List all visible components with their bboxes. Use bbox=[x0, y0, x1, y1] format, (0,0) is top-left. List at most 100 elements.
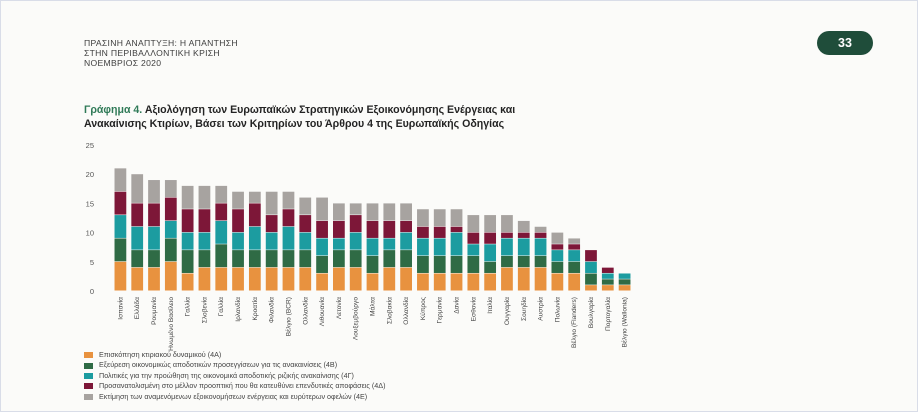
bar-segment-16-series-2 bbox=[366, 255, 379, 273]
bar-segment-24-series-3 bbox=[501, 238, 513, 256]
bar-segment-31-series-1 bbox=[618, 285, 631, 291]
bar-segment-18-series-2 bbox=[400, 250, 412, 268]
chart-title: Γράφημα 4. Αξιολόγηση των Ευρωπαϊκών Στρ… bbox=[84, 103, 515, 131]
bar-segment-3-series-4 bbox=[148, 203, 160, 227]
bar-segment-9-series-5 bbox=[248, 191, 261, 203]
bar-segment-28-series-1 bbox=[568, 273, 581, 291]
bar-segment-6-series-3 bbox=[198, 232, 211, 250]
legend-item-4a: Επισκόπηση κτιριακού δυναμικού (4Α) bbox=[84, 350, 385, 360]
category-label: Βέλγιο (Wallonia) bbox=[621, 297, 629, 347]
bar-segment-28-series-3 bbox=[568, 250, 581, 262]
bar-segment-11-series-3 bbox=[282, 226, 295, 250]
category-label: Βέλγιο (Flanders) bbox=[570, 297, 578, 348]
bar-segment-7-series-4 bbox=[215, 203, 228, 221]
bar-segment-12-series-3 bbox=[299, 232, 312, 250]
bar-segment-27-series-5 bbox=[551, 232, 564, 244]
bar-segment-20-series-1 bbox=[433, 273, 446, 291]
bar-segment-21-series-4 bbox=[450, 226, 463, 233]
bar-segment-7-series-5 bbox=[215, 185, 228, 203]
bar-segment-13-series-5 bbox=[316, 197, 328, 221]
bar-segment-1-series-3 bbox=[114, 215, 127, 238]
legend-item-4d: Προσανατολισμένη στο μέλλον προοπτική πο… bbox=[84, 381, 385, 391]
bar-segment-27-series-4 bbox=[551, 244, 564, 250]
bar-segment-23-series-4 bbox=[484, 232, 497, 244]
bar-segment-27-series-1 bbox=[551, 273, 564, 291]
bar-segment-11-series-5 bbox=[282, 191, 295, 209]
category-label: Γαλλία bbox=[184, 297, 192, 317]
bar-segment-4-series-3 bbox=[164, 220, 177, 238]
category-label: Σλοβενία bbox=[200, 297, 208, 323]
chart-title-line-2: Ανακαίνισης Κτιρίων, Βάσει των Κριτηρίων… bbox=[84, 118, 505, 130]
bar-segment-5-series-4 bbox=[181, 209, 194, 233]
bar-segment-28-series-4 bbox=[568, 244, 581, 250]
bar-segment-4-series-1 bbox=[164, 261, 177, 291]
bar-segment-8-series-3 bbox=[232, 232, 244, 250]
category-label: Λιθουανία bbox=[318, 297, 326, 326]
bar-segment-3-series-3 bbox=[148, 226, 160, 250]
category-label: Ελλάδα bbox=[133, 297, 141, 319]
legend-label-4b: Εξεύρεση οικονομικώς αποδοτικών προσεγγί… bbox=[99, 360, 338, 370]
bar-segment-24-series-5 bbox=[501, 215, 513, 233]
bar-segment-17-series-5 bbox=[383, 203, 396, 221]
bar-segment-12-series-5 bbox=[299, 197, 312, 215]
bar-segment-19-series-1 bbox=[417, 273, 429, 291]
bar-segment-25-series-5 bbox=[517, 220, 530, 233]
bar-segment-30-series-3 bbox=[601, 273, 614, 279]
bar-segment-3-series-5 bbox=[148, 180, 160, 203]
category-label: Βουλγαρία bbox=[587, 297, 595, 328]
bar-segment-22-series-5 bbox=[467, 215, 480, 233]
bar-segment-30-series-2 bbox=[601, 279, 614, 285]
bar-segment-13-series-4 bbox=[316, 220, 328, 238]
bar-segment-29-series-4 bbox=[585, 250, 597, 262]
bar-segment-16-series-3 bbox=[366, 238, 379, 256]
bar-segment-16-series-4 bbox=[366, 220, 379, 238]
bar-segment-1-series-4 bbox=[114, 191, 127, 215]
bar-segment-18-series-5 bbox=[400, 203, 412, 221]
bar-segment-4-series-2 bbox=[164, 238, 177, 262]
bar-segment-15-series-2 bbox=[349, 250, 362, 268]
bar-segment-24-series-4 bbox=[501, 232, 513, 238]
bar-segment-6-series-5 bbox=[198, 185, 211, 209]
legend-label-4g: Πολιτικές για την προώθηση της οικονομικ… bbox=[99, 370, 354, 380]
bar-segment-22-series-3 bbox=[467, 244, 480, 256]
bar-segment-26-series-5 bbox=[534, 226, 547, 233]
bar-segment-15-series-3 bbox=[349, 232, 362, 250]
y-tick-label: 5 bbox=[90, 258, 94, 267]
bar-segment-21-series-1 bbox=[450, 273, 463, 291]
bar-segment-27-series-3 bbox=[551, 250, 564, 262]
bar-segment-2-series-3 bbox=[131, 226, 144, 250]
bar-segment-10-series-5 bbox=[265, 191, 278, 215]
legend-item-4g: Πολιτικές για την προώθηση της οικονομικ… bbox=[84, 371, 385, 381]
category-label: Γαλλία bbox=[217, 297, 225, 317]
bar-segment-4-series-5 bbox=[164, 180, 177, 198]
bar-segment-2-series-2 bbox=[131, 250, 144, 268]
bar-segment-22-series-2 bbox=[467, 255, 480, 273]
bar-segment-14-series-4 bbox=[333, 220, 345, 238]
bar-segment-30-series-4 bbox=[601, 267, 614, 273]
bar-segment-23-series-3 bbox=[484, 244, 497, 262]
category-label: Ιρλανδία bbox=[234, 297, 242, 322]
page-number-badge: 33 bbox=[817, 31, 873, 55]
legend-swatch-4b bbox=[84, 362, 93, 369]
bar-segment-9-series-1 bbox=[248, 267, 261, 291]
y-tick-label: 20 bbox=[86, 170, 94, 179]
bar-segment-13-series-2 bbox=[316, 255, 328, 273]
y-tick-label: 25 bbox=[86, 141, 94, 150]
legend-swatch-4a bbox=[84, 352, 93, 359]
bar-segment-15-series-5 bbox=[349, 203, 362, 215]
bar-segment-21-series-2 bbox=[450, 255, 463, 273]
bar-segment-3-series-2 bbox=[148, 250, 160, 268]
y-tick-label: 0 bbox=[90, 287, 94, 296]
bar-segment-13-series-1 bbox=[316, 273, 328, 291]
bar-segment-2-series-1 bbox=[131, 267, 144, 291]
bar-segment-8-series-4 bbox=[232, 209, 244, 233]
bar-segment-27-series-2 bbox=[551, 261, 564, 273]
bar-segment-23-series-5 bbox=[484, 215, 497, 233]
category-label: Πορτογαλία bbox=[604, 297, 612, 331]
chart-legend: Επισκόπηση κτιριακού δυναμικού (4Α) Εξεύ… bbox=[84, 350, 385, 402]
bar-segment-5-series-3 bbox=[181, 232, 194, 250]
bar-segment-20-series-3 bbox=[433, 238, 446, 256]
bar-segment-15-series-4 bbox=[349, 215, 362, 233]
bar-segment-1-series-2 bbox=[114, 238, 127, 262]
bar-segment-6-series-2 bbox=[198, 250, 211, 268]
